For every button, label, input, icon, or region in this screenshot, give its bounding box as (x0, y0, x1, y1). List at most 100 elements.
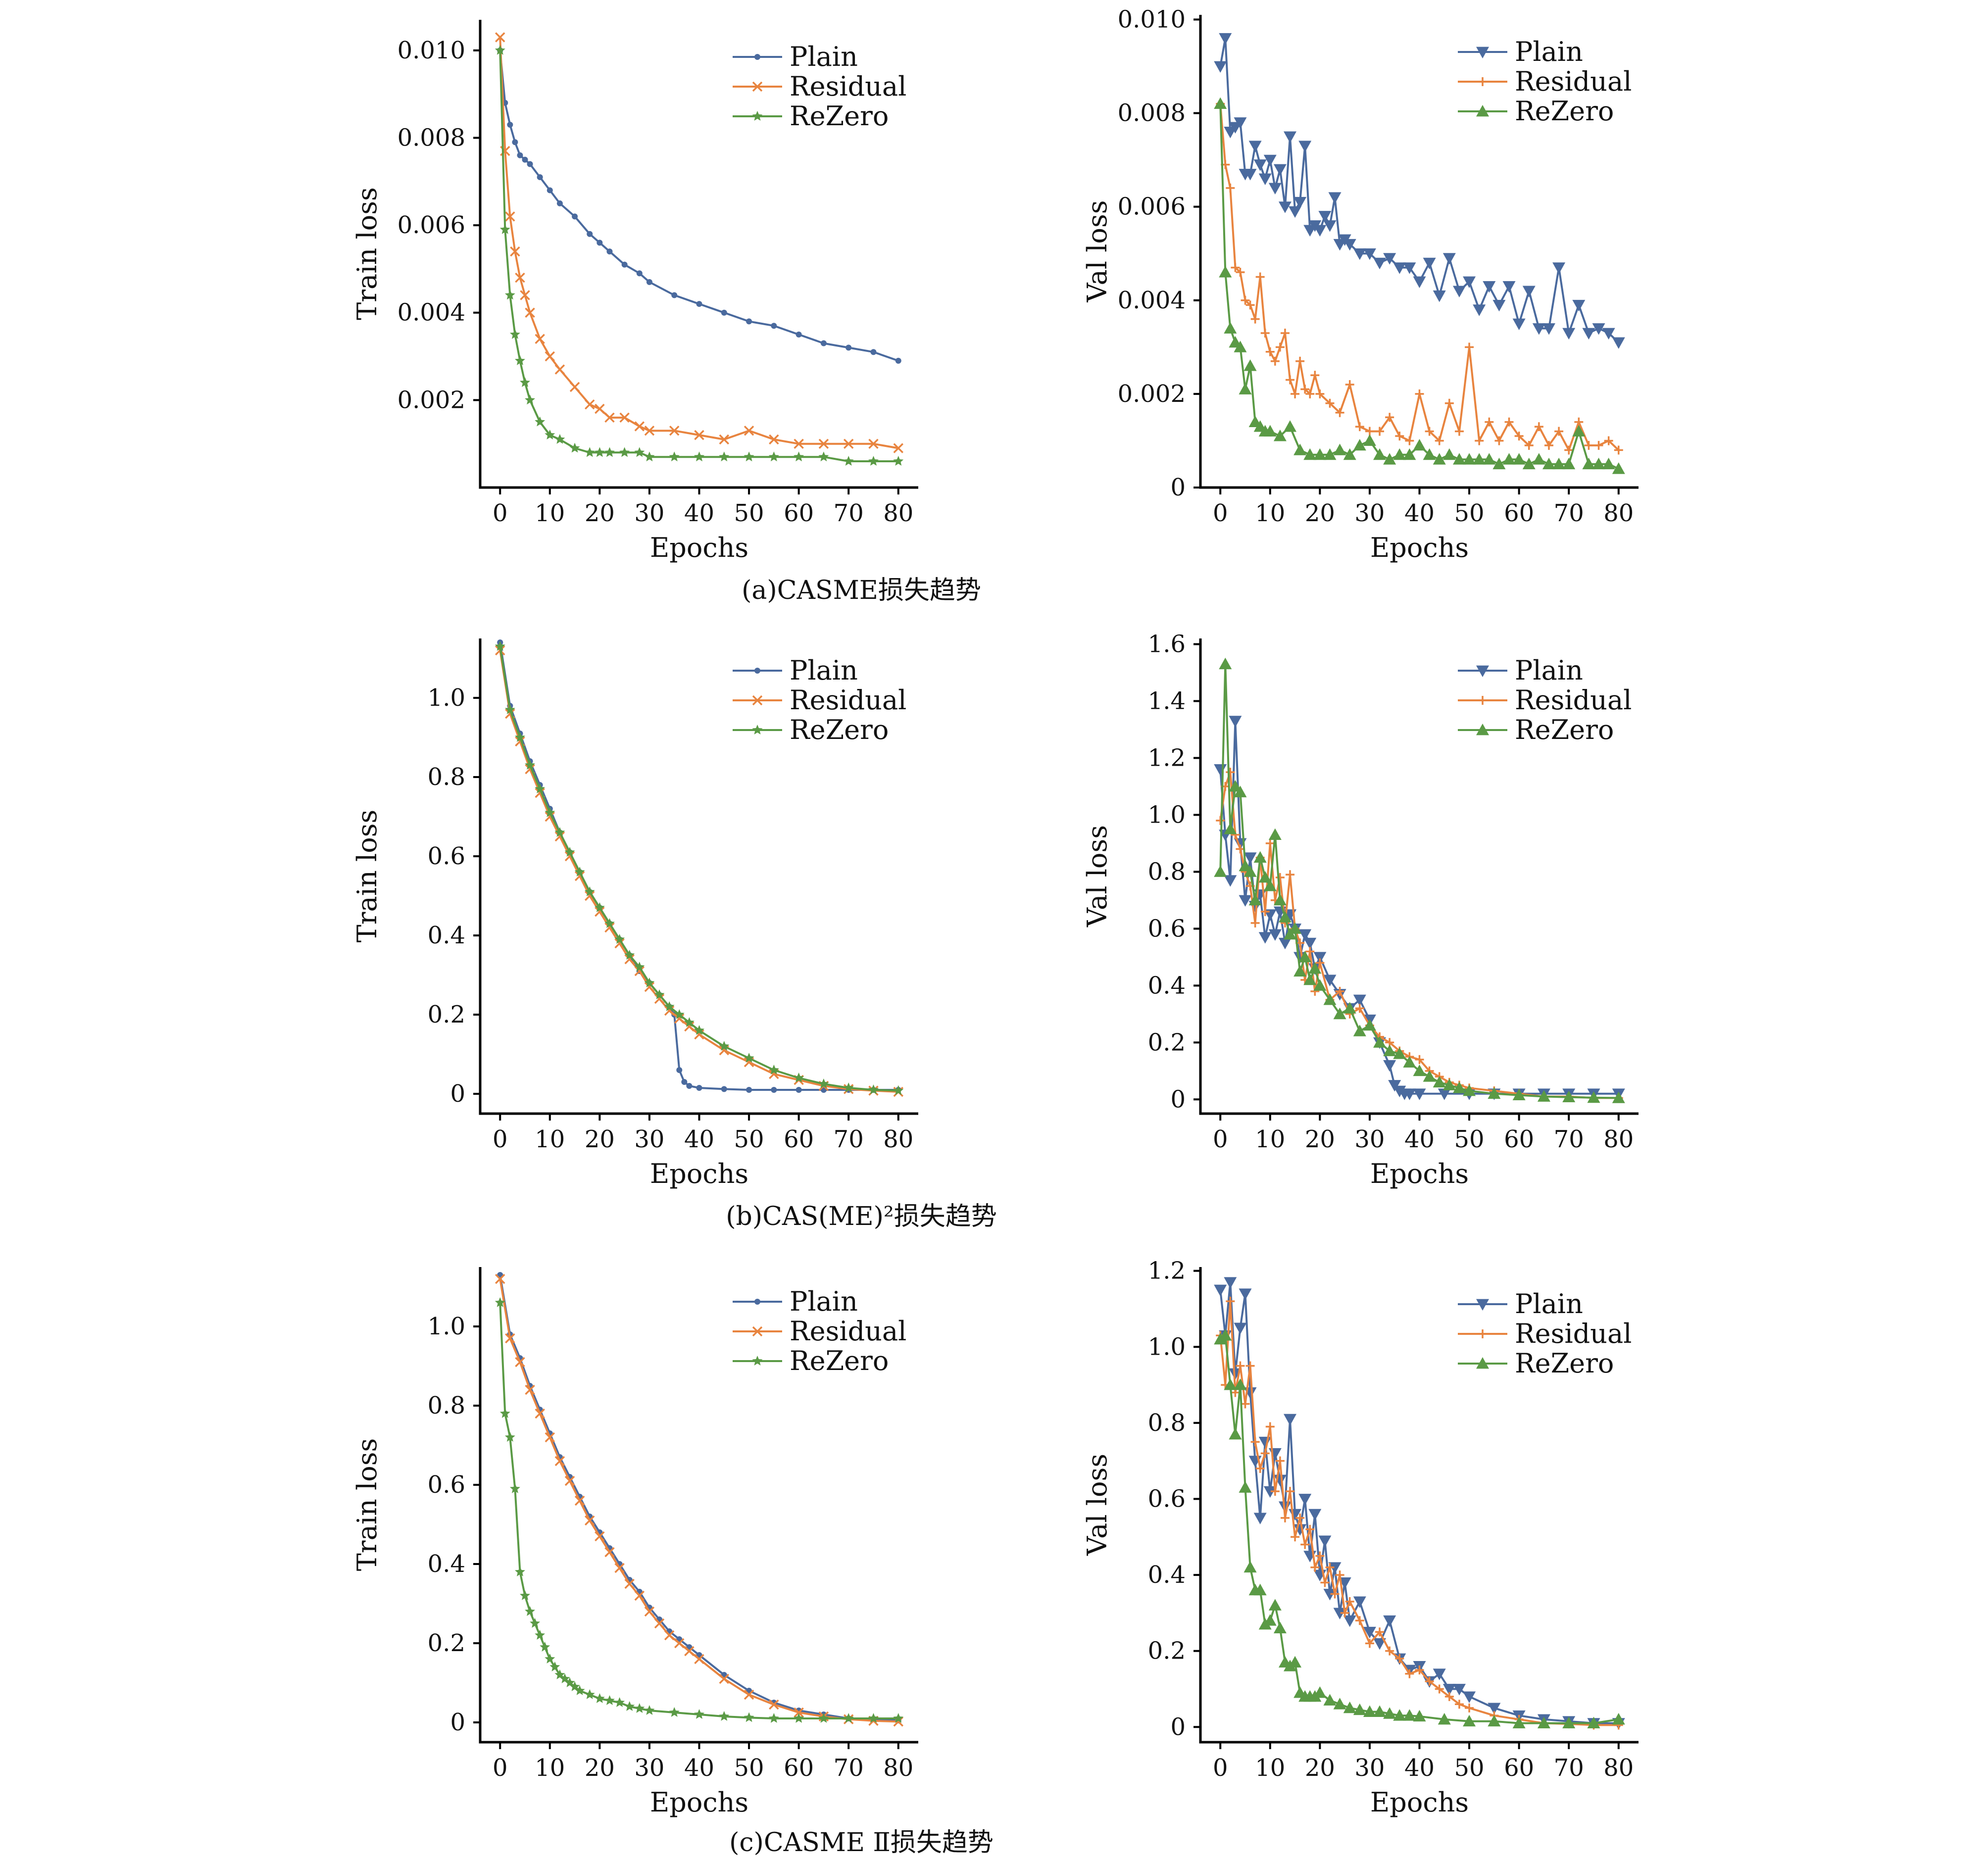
series-plain (497, 47, 901, 364)
data-point (1219, 657, 1232, 670)
data-point (1303, 448, 1317, 460)
data-point (1298, 1494, 1312, 1506)
data-point (1286, 1487, 1295, 1496)
data-point (1343, 1701, 1356, 1713)
y-tick-label: 0.4 (1148, 972, 1186, 999)
data-point (1383, 1707, 1396, 1719)
data-point (843, 439, 854, 449)
data-point (1313, 225, 1327, 237)
x-axis-title: Epochs (1370, 1158, 1469, 1189)
data-point (1383, 253, 1396, 265)
data-point (569, 382, 580, 392)
legend-marker (752, 111, 763, 121)
series-residual (495, 32, 904, 453)
data-point (644, 425, 655, 436)
data-point (547, 187, 553, 194)
data-point (1524, 440, 1534, 450)
y-tick-label: 0.6 (1148, 915, 1186, 942)
data-point (1504, 417, 1514, 427)
y-tick-label: 0 (1170, 1713, 1186, 1741)
data-point (1444, 1692, 1454, 1701)
data-point (595, 906, 605, 917)
data-point (1243, 359, 1257, 371)
data-point (644, 451, 655, 462)
x-tick-label: 0 (493, 1125, 508, 1153)
data-point (1236, 268, 1245, 277)
data-point (535, 416, 546, 427)
data-point (495, 45, 505, 55)
data-point (1234, 1322, 1247, 1334)
data-point (671, 292, 678, 298)
data-point (719, 434, 730, 445)
data-point (1275, 873, 1285, 882)
x-tick-label: 80 (883, 1125, 913, 1153)
data-point (495, 1273, 505, 1284)
data-point (1323, 993, 1337, 1005)
data-point (1438, 1712, 1451, 1725)
data-point (619, 412, 630, 423)
data-point (1345, 1597, 1354, 1606)
data-point (1258, 932, 1272, 944)
data-point (1393, 262, 1406, 274)
data-point (895, 357, 901, 364)
data-point (1375, 1627, 1385, 1637)
data-point (585, 890, 595, 901)
data-point (1278, 937, 1292, 950)
data-point (1552, 262, 1566, 274)
data-point (1612, 462, 1625, 474)
x-tick-label: 40 (684, 1754, 714, 1782)
data-point (1241, 295, 1250, 305)
data-point (1231, 263, 1240, 272)
x-tick-label: 10 (535, 1125, 565, 1153)
data-point (681, 1079, 688, 1085)
data-point (1463, 1714, 1476, 1727)
legend-marker (752, 1326, 763, 1337)
legend-label: ReZero (790, 100, 889, 132)
data-point (545, 1432, 555, 1443)
legend-label: Residual (1515, 66, 1632, 97)
data-point (1604, 436, 1613, 445)
data-point (1253, 851, 1267, 863)
data-point (1323, 448, 1337, 460)
data-point (1248, 141, 1262, 152)
data-point (1425, 427, 1434, 436)
data-point (1239, 383, 1252, 394)
data-point (721, 309, 727, 316)
data-point (1234, 117, 1247, 129)
data-point (1423, 257, 1436, 270)
data-point (1463, 276, 1476, 288)
data-point (1502, 453, 1516, 465)
data-point (694, 430, 704, 440)
data-point (1395, 1654, 1404, 1663)
data-point (1363, 248, 1376, 260)
data-point (1385, 413, 1394, 422)
data-point (569, 442, 580, 453)
data-point (525, 1606, 535, 1616)
data-point (1253, 1583, 1267, 1596)
data-point (1353, 439, 1366, 451)
data-point (540, 1642, 550, 1652)
data-point (1286, 375, 1295, 385)
data-point (554, 1669, 565, 1679)
data-point (564, 1475, 575, 1486)
data-point (1263, 425, 1277, 437)
data-point (1512, 453, 1526, 465)
data-point (495, 32, 505, 43)
data-point (1373, 257, 1387, 270)
data-point (1243, 852, 1257, 864)
data-point (525, 1384, 535, 1395)
data-point (1522, 457, 1536, 470)
data-point (674, 1009, 685, 1019)
legend-label: Plain (790, 655, 858, 686)
data-point (1594, 440, 1603, 450)
data-point (1415, 389, 1424, 398)
data-point (604, 447, 615, 457)
x-tick-label: 20 (585, 499, 615, 527)
y-tick-label: 1.0 (1148, 1333, 1186, 1361)
data-point (644, 1606, 655, 1617)
x-tick-label: 0 (493, 499, 508, 527)
data-point (1308, 1509, 1322, 1521)
data-point (604, 1695, 615, 1705)
x-tick-label: 0 (1213, 499, 1228, 527)
